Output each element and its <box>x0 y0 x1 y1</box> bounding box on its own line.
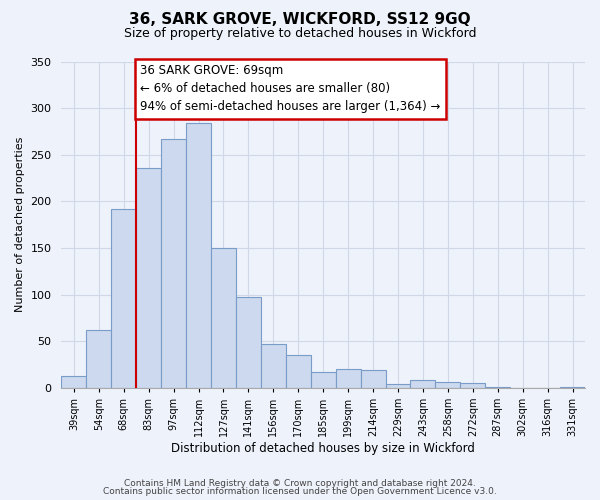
Y-axis label: Number of detached properties: Number of detached properties <box>15 137 25 312</box>
Text: Size of property relative to detached houses in Wickford: Size of property relative to detached ho… <box>124 28 476 40</box>
Text: 36, SARK GROVE, WICKFORD, SS12 9GQ: 36, SARK GROVE, WICKFORD, SS12 9GQ <box>129 12 471 28</box>
Bar <box>410 380 436 388</box>
Bar <box>261 344 286 388</box>
Text: Contains public sector information licensed under the Open Government Licence v3: Contains public sector information licen… <box>103 487 497 496</box>
Bar <box>236 298 261 388</box>
Bar <box>286 356 311 388</box>
Bar <box>560 387 585 388</box>
Text: Contains HM Land Registry data © Crown copyright and database right 2024.: Contains HM Land Registry data © Crown c… <box>124 478 476 488</box>
Bar <box>460 384 485 388</box>
Bar <box>335 370 361 388</box>
Bar <box>61 376 86 388</box>
Bar <box>361 370 386 388</box>
Text: 36 SARK GROVE: 69sqm
← 6% of detached houses are smaller (80)
94% of semi-detach: 36 SARK GROVE: 69sqm ← 6% of detached ho… <box>140 64 440 114</box>
Bar <box>436 382 460 388</box>
Bar <box>111 209 136 388</box>
Bar <box>136 168 161 388</box>
Bar <box>211 248 236 388</box>
Bar <box>161 139 186 388</box>
Bar <box>386 384 410 388</box>
Bar <box>485 387 510 388</box>
X-axis label: Distribution of detached houses by size in Wickford: Distribution of detached houses by size … <box>171 442 475 455</box>
Bar <box>311 372 335 388</box>
Bar <box>86 330 111 388</box>
Bar <box>186 123 211 388</box>
